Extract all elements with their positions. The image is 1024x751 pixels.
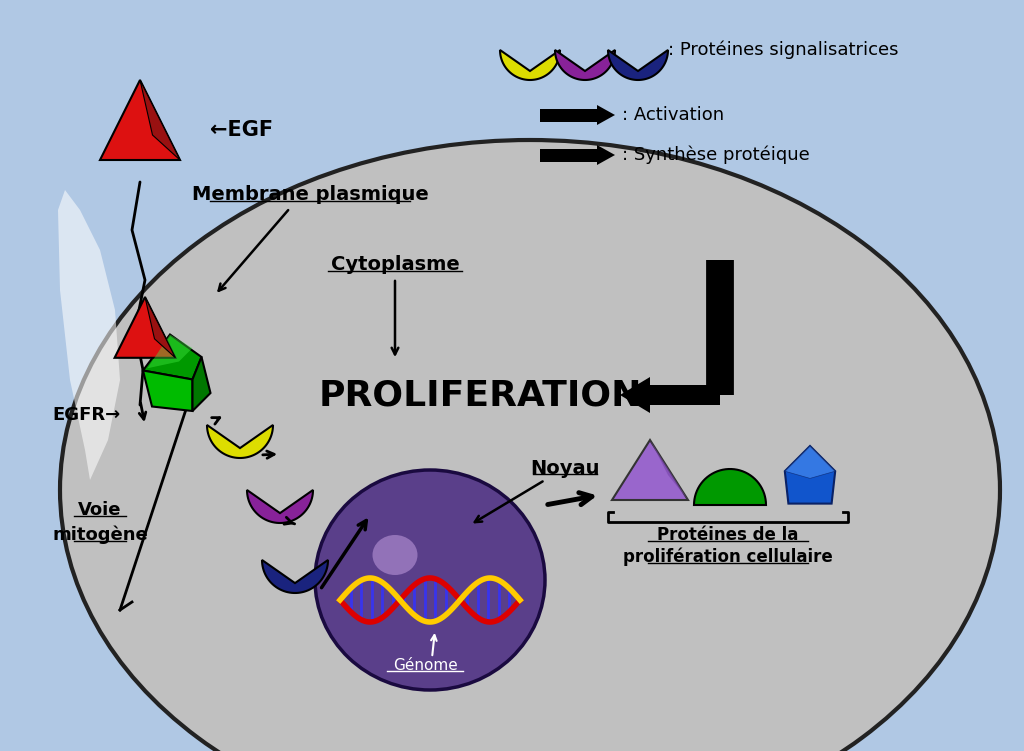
Ellipse shape bbox=[373, 535, 418, 575]
Polygon shape bbox=[143, 334, 202, 379]
Polygon shape bbox=[650, 440, 688, 500]
Polygon shape bbox=[262, 560, 328, 593]
Text: Protéines de la: Protéines de la bbox=[657, 526, 799, 544]
Polygon shape bbox=[620, 377, 650, 413]
Ellipse shape bbox=[315, 470, 545, 690]
Polygon shape bbox=[650, 385, 720, 405]
Polygon shape bbox=[784, 446, 836, 478]
Polygon shape bbox=[147, 334, 193, 368]
Polygon shape bbox=[540, 108, 597, 122]
Text: EGFR→: EGFR→ bbox=[52, 406, 120, 424]
Polygon shape bbox=[58, 190, 120, 480]
Text: Noyau: Noyau bbox=[530, 459, 600, 478]
Polygon shape bbox=[597, 145, 615, 165]
Text: PROLIFERATION: PROLIFERATION bbox=[318, 378, 642, 412]
Polygon shape bbox=[100, 80, 180, 160]
Text: Cytoplasme: Cytoplasme bbox=[331, 255, 460, 275]
Polygon shape bbox=[612, 440, 688, 500]
Text: : Synthèse protéique: : Synthèse protéique bbox=[622, 146, 810, 164]
Polygon shape bbox=[597, 105, 615, 125]
Text: Voie: Voie bbox=[78, 501, 122, 519]
Polygon shape bbox=[608, 50, 668, 80]
Polygon shape bbox=[555, 50, 615, 80]
Text: : Protéines signalisatrices: : Protéines signalisatrices bbox=[668, 41, 898, 59]
Text: prolifération cellulaire: prolifération cellulaire bbox=[624, 547, 833, 566]
Polygon shape bbox=[193, 357, 211, 411]
Polygon shape bbox=[247, 490, 313, 523]
Polygon shape bbox=[143, 370, 193, 411]
Ellipse shape bbox=[60, 140, 1000, 751]
Polygon shape bbox=[145, 297, 175, 357]
Polygon shape bbox=[500, 50, 560, 80]
Polygon shape bbox=[115, 297, 175, 357]
Polygon shape bbox=[207, 425, 273, 458]
Polygon shape bbox=[140, 80, 180, 160]
Text: mitogène: mitogène bbox=[52, 526, 147, 544]
Polygon shape bbox=[540, 149, 597, 161]
Polygon shape bbox=[784, 446, 836, 504]
Polygon shape bbox=[694, 469, 766, 505]
Text: Membrane plasmique: Membrane plasmique bbox=[191, 185, 428, 204]
Text: : Activation: : Activation bbox=[622, 106, 724, 124]
Text: ←EGF: ←EGF bbox=[210, 120, 273, 140]
Text: Génome: Génome bbox=[392, 657, 458, 672]
